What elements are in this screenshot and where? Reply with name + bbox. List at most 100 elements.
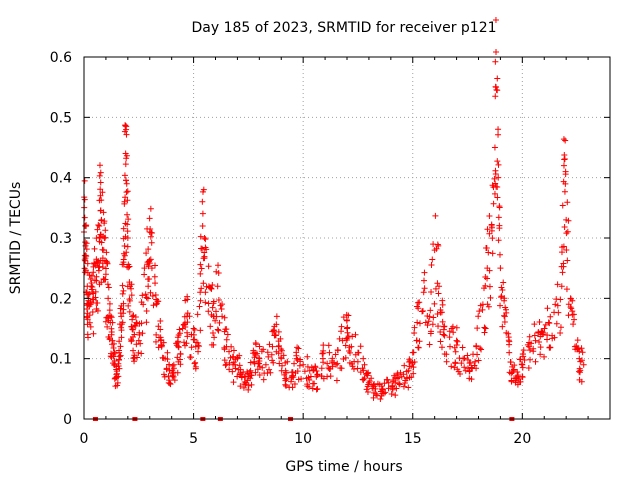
data-point xyxy=(526,333,533,340)
data-point xyxy=(544,305,551,312)
data-point xyxy=(87,300,94,307)
data-point xyxy=(434,280,441,287)
data-point xyxy=(176,330,183,337)
data-point xyxy=(108,331,115,338)
data-point xyxy=(265,353,272,360)
data-point xyxy=(215,327,222,334)
data-point xyxy=(301,368,308,375)
data-point xyxy=(499,323,506,330)
data-point xyxy=(117,352,124,359)
data-point xyxy=(290,374,297,381)
data-point xyxy=(111,358,118,365)
data-point xyxy=(272,332,279,339)
data-point xyxy=(291,380,298,387)
data-point xyxy=(141,271,148,278)
data-point xyxy=(560,263,567,270)
data-point xyxy=(235,366,242,373)
data-point xyxy=(184,296,191,303)
data-point xyxy=(125,264,132,271)
data-point xyxy=(195,348,202,355)
data-point xyxy=(496,225,503,232)
data-point xyxy=(507,359,514,366)
data-point xyxy=(262,361,269,368)
data-point xyxy=(120,287,127,294)
data-point xyxy=(120,256,127,263)
data-point xyxy=(124,283,131,290)
data-point xyxy=(461,364,468,371)
data-point xyxy=(324,360,331,367)
data-point xyxy=(452,348,459,355)
data-point xyxy=(212,317,219,324)
data-point xyxy=(84,316,91,323)
data-point xyxy=(576,368,583,375)
data-point xyxy=(238,374,245,381)
data-point xyxy=(541,353,548,360)
data-point xyxy=(256,357,263,364)
data-point xyxy=(81,177,88,184)
data-point xyxy=(123,249,130,256)
data-point xyxy=(112,375,119,381)
data-point xyxy=(145,246,152,253)
data-point xyxy=(293,352,300,359)
data-point xyxy=(135,337,142,344)
data-point xyxy=(123,155,130,162)
data-point xyxy=(324,373,331,380)
data-point xyxy=(199,198,206,205)
x-tick-label: 0 xyxy=(80,431,89,447)
data-point xyxy=(495,126,502,133)
data-point xyxy=(514,368,521,375)
data-point xyxy=(194,311,201,318)
data-point xyxy=(200,280,207,287)
data-point xyxy=(537,333,544,340)
data-point xyxy=(552,301,559,308)
data-point xyxy=(121,172,128,179)
data-point xyxy=(148,230,155,237)
data-point xyxy=(501,313,508,320)
data-point xyxy=(320,359,327,366)
data-point xyxy=(401,362,408,369)
data-point xyxy=(364,389,371,396)
data-point xyxy=(95,221,102,228)
data-point xyxy=(333,377,340,384)
data-point xyxy=(226,348,233,355)
data-point xyxy=(403,375,410,382)
data-point xyxy=(128,285,135,292)
data-point xyxy=(497,265,504,272)
data-point xyxy=(557,329,564,336)
data-point xyxy=(564,199,571,206)
data-point xyxy=(177,350,184,357)
data-point xyxy=(95,258,102,265)
data-point xyxy=(223,361,230,368)
data-point xyxy=(437,328,444,335)
data-point xyxy=(222,362,229,369)
data-point xyxy=(246,368,253,375)
data-point xyxy=(411,359,418,366)
data-point xyxy=(154,298,161,305)
data-point xyxy=(578,378,585,385)
data-point xyxy=(366,378,373,385)
data-point xyxy=(212,308,219,315)
data-point xyxy=(528,340,535,347)
data-point xyxy=(270,327,277,334)
data-point xyxy=(122,233,129,240)
data-point xyxy=(320,347,327,354)
data-point xyxy=(99,264,106,271)
data-point xyxy=(553,296,560,303)
data-point xyxy=(474,351,481,358)
data-point xyxy=(437,338,444,345)
data-point xyxy=(397,369,404,376)
data-point xyxy=(83,313,90,320)
data-point xyxy=(129,316,136,323)
data-point xyxy=(128,338,135,345)
data-point xyxy=(441,350,448,357)
data-point xyxy=(547,313,554,320)
data-point xyxy=(482,282,489,289)
data-point xyxy=(124,221,131,228)
data-point xyxy=(452,359,459,366)
data-point xyxy=(124,243,131,250)
data-point xyxy=(355,349,362,356)
data-point xyxy=(434,241,441,248)
data-point xyxy=(415,305,422,312)
data-point xyxy=(271,323,278,330)
data-point xyxy=(370,382,377,389)
